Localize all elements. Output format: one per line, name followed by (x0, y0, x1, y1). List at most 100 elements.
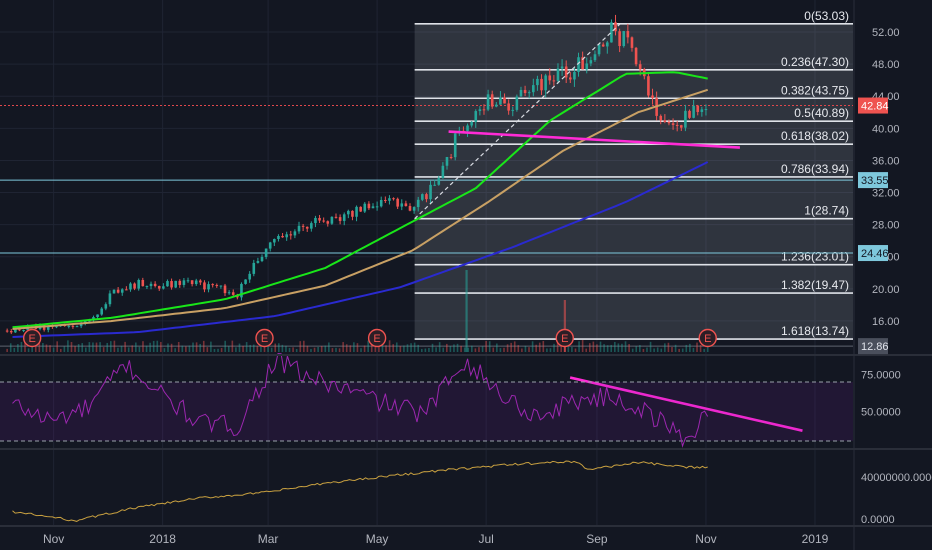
volume-bar (303, 340, 305, 352)
candle-body (104, 304, 108, 309)
time-axis[interactable]: Nov 2018 Mar May Jul Sep Nov 2019 (43, 532, 829, 546)
volume-bar (70, 341, 73, 352)
candle-body (273, 239, 276, 243)
volume-bar (363, 345, 366, 352)
candle-body (577, 57, 580, 72)
drawing-tools[interactable] (414, 23, 803, 432)
candle-body (248, 273, 251, 280)
candle-body (125, 289, 128, 291)
candle-body (199, 280, 202, 283)
volume-bar (456, 343, 459, 352)
fibonacci-retracement[interactable]: 0(53.03) 0.236(47.30) 0.382(43.75) 0.5(40.8… (414, 9, 853, 340)
obv-pane (12, 460, 708, 522)
earnings-marker-0 (22, 328, 42, 348)
volume-bar (192, 342, 194, 352)
volume-bar (428, 348, 430, 352)
earnings-marker-label: E (561, 333, 568, 345)
volume-bar (299, 341, 302, 352)
candle-body (166, 281, 169, 287)
price-axis[interactable]: 52.0048.0044.0040.0036.0032.0028.0024.00… (858, 27, 932, 526)
obv-line (12, 460, 708, 522)
volume-bar (385, 345, 387, 352)
volume-bar (356, 343, 359, 352)
volume-bar (95, 342, 98, 352)
volume-bar (163, 348, 166, 352)
candle-body (268, 242, 272, 249)
earnings-marker-label: E (261, 333, 268, 345)
earnings-marker-2 (367, 328, 387, 348)
volume-bar (678, 348, 680, 352)
volume-bar (560, 341, 562, 352)
candle-body (696, 105, 700, 112)
candle-body (515, 96, 519, 110)
volume-bar (360, 348, 362, 352)
volume-bar (174, 348, 176, 352)
volume-bar (481, 346, 484, 352)
volume-bar (453, 344, 455, 352)
fib-level-label-0: 0(53.03) (804, 9, 849, 23)
volume-bar (403, 345, 405, 352)
volume-bar (685, 344, 688, 352)
volume-bar (24, 342, 26, 352)
volume-bar (195, 342, 198, 352)
volume-bar (278, 343, 280, 352)
price-tag-1-bg (858, 245, 888, 262)
price-tick-label-1: 48.00 (872, 59, 900, 71)
volume-bar (145, 345, 148, 352)
volume-bar (460, 345, 462, 352)
moving-average-line-2 (12, 161, 709, 338)
volume-bar (653, 348, 655, 352)
candle-body (507, 103, 510, 111)
price-tag-0: 33.55 (861, 175, 889, 187)
volume-spike (563, 300, 566, 352)
volume-bar (135, 342, 137, 352)
price-tick-label-8: 20.00 (872, 284, 900, 296)
candle-body (301, 225, 305, 227)
candle-body (120, 289, 124, 293)
volume-bar (703, 348, 705, 352)
candle-body (692, 105, 695, 118)
volume-bar (320, 346, 323, 352)
volume-bar (142, 341, 144, 352)
volume-bar (331, 348, 334, 352)
time-tick-label-3: May (366, 532, 389, 546)
volume-bar (395, 342, 398, 352)
volume-bar (667, 342, 670, 352)
candle-body (610, 22, 613, 43)
candle-body (478, 109, 482, 112)
earnings-marker-label: E (704, 333, 711, 345)
volume-bar (238, 343, 241, 352)
candle-body (190, 280, 194, 285)
candle-body (244, 279, 247, 284)
fib-level-label-8: 1.382(19.47) (781, 278, 849, 292)
volume-bar (521, 348, 523, 352)
volume-bar (27, 348, 30, 352)
candle-body (367, 203, 371, 209)
volume-bar (438, 342, 441, 352)
volume-bar (160, 341, 162, 352)
volume-bar (696, 342, 698, 352)
candle-body (305, 226, 309, 229)
candle-body (503, 97, 506, 104)
price-tick-label-4: 36.00 (872, 155, 900, 167)
candle-body (363, 203, 367, 212)
volume-bar (528, 347, 530, 352)
volume-bar (413, 342, 416, 352)
volume-bar (342, 342, 344, 352)
volume-bar (499, 348, 502, 352)
candle-body (96, 314, 99, 318)
candle-body (384, 199, 387, 201)
volume-spike (465, 270, 468, 352)
volume-bar (671, 347, 673, 352)
volume-bar (199, 343, 201, 352)
candle-body (532, 85, 535, 93)
candle-body (433, 184, 436, 186)
volume-bar (324, 345, 327, 352)
time-tick-label-4: Jul (478, 532, 493, 546)
candle-body (704, 109, 708, 111)
volume-bar (38, 340, 41, 352)
volume-bar (99, 342, 101, 352)
